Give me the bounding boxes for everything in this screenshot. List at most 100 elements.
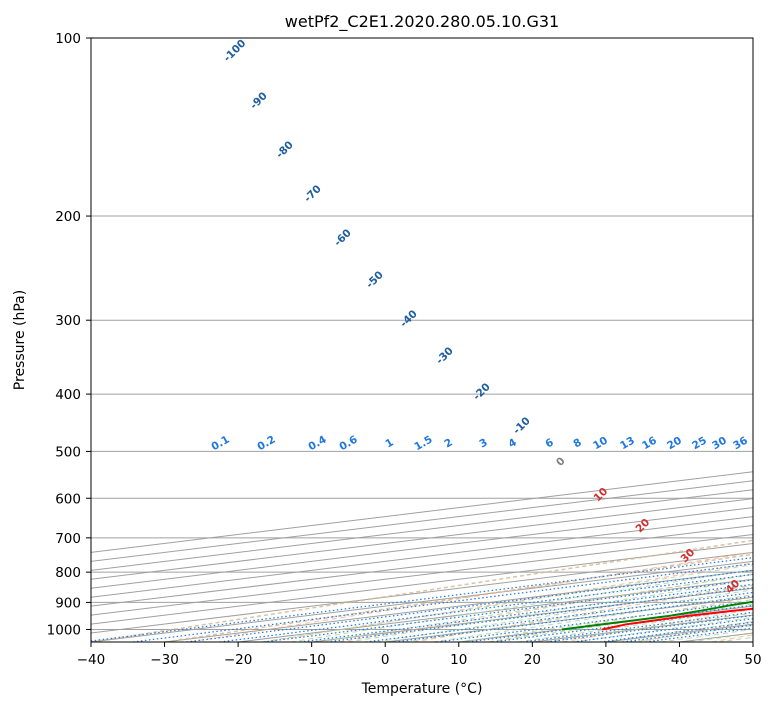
dry-adiabat-line	[562, 608, 753, 642]
chart-title: wetPf2_C2E1.2020.280.05.10.G31	[285, 12, 559, 32]
isotherm-line	[91, 560, 753, 642]
isotherm-line	[91, 489, 753, 571]
moist-adiabat-line	[460, 599, 753, 642]
moist-adiabat-line	[261, 564, 753, 642]
moist-adiabat-line	[689, 632, 753, 642]
dry-adiabat-line	[338, 573, 753, 642]
mixing-ratio-label: 13	[618, 435, 637, 453]
mixing-ratio-label: 6	[543, 436, 555, 450]
mixing-ratio-line	[91, 557, 753, 642]
mixing-ratio-label: 25	[690, 435, 709, 453]
mixing-ratio-label: 36	[731, 435, 750, 453]
x-tick-label: 30	[597, 652, 614, 668]
moist-adiabat-line	[488, 603, 753, 642]
mixing-ratio-line	[436, 600, 753, 642]
moist-adiabat-label: 10	[591, 485, 610, 504]
dry-adiabat-line	[264, 562, 753, 642]
mixing-ratio-line	[394, 595, 753, 642]
dry-adiabat-label: -60	[332, 227, 354, 249]
y-tick-label: 1000	[47, 622, 81, 638]
x-tick-label: −10	[297, 652, 326, 668]
mixing-ratio-label: 0.1	[209, 434, 231, 454]
dewpoint-profile	[561, 600, 753, 631]
moist-adiabat-line	[404, 589, 753, 642]
x-tick-label: 50	[744, 652, 761, 668]
moist-adiabat-line	[375, 584, 753, 642]
dry-adiabat-label: -80	[274, 139, 296, 161]
line-labels: -100-90-80-70-60-50-40-30-20-10010203040…	[209, 37, 750, 596]
plot-area	[91, 38, 753, 642]
mixing-ratio-label: 10	[591, 435, 610, 453]
plot-frame	[90, 37, 754, 643]
y-axis-label: Pressure (hPa)	[12, 290, 28, 390]
moist-adiabat-line	[545, 612, 753, 642]
moist-adiabat-line	[347, 579, 753, 642]
dry-adiabat-label: -70	[302, 183, 324, 205]
y-tick-label: 900	[55, 595, 81, 611]
isotherm-line	[91, 516, 753, 598]
x-tick-label: 10	[450, 652, 467, 668]
y-tick-label: 500	[55, 444, 81, 460]
moist-adiabat-line	[319, 574, 753, 642]
y-tick-label: 700	[55, 531, 81, 547]
y-tick-label: 800	[55, 565, 81, 581]
dry-adiabat-line	[711, 634, 753, 642]
moist-adiabat-line	[574, 616, 753, 642]
mixing-ratio-line	[365, 591, 753, 642]
mixing-ratio-label: 20	[665, 435, 684, 453]
dry-adiabat-line	[637, 621, 753, 642]
mixing-ratio-label: 4	[506, 436, 518, 450]
mixing-ratio-label: 0.4	[306, 434, 328, 454]
theta-e-line	[91, 539, 753, 642]
x-tick-label: 0	[381, 652, 390, 668]
mixing-ratio-label: 1	[383, 436, 395, 450]
y-tick-label: 300	[55, 313, 81, 329]
moist-adiabat-line	[718, 636, 753, 642]
mixing-ratio-line	[263, 579, 753, 642]
isotherm-line	[91, 542, 753, 625]
y-tick-label: 100	[55, 31, 81, 47]
isotherm-line	[532, 614, 753, 642]
mixing-ratio-label: 0.6	[337, 434, 359, 454]
x-axis-label: Temperature (°C)	[361, 681, 483, 697]
dry-adiabat-label: -50	[364, 269, 386, 291]
isotherm-line	[91, 507, 753, 589]
y-tick-label: 600	[55, 491, 81, 507]
mixing-ratio-label: 2	[442, 436, 454, 450]
y-tick-label: 400	[55, 387, 81, 403]
isotherm-line	[91, 471, 753, 553]
dry-adiabat-label: -90	[248, 90, 270, 112]
mixing-ratio-label: 3	[477, 436, 489, 450]
moist-adiabat-line	[660, 628, 753, 642]
dry-adiabat-line	[189, 551, 753, 642]
x-tick-label: −20	[224, 652, 253, 668]
mixing-ratio-label: 1.5	[412, 434, 434, 454]
x-tick-label: 20	[524, 652, 541, 668]
dry-adiabat-line	[487, 596, 753, 642]
x-tick-label: 40	[671, 652, 688, 668]
mixing-ratio-label: 8	[571, 436, 583, 450]
dry-adiabat-label: -30	[434, 345, 456, 367]
dry-adiabat-line	[413, 585, 753, 642]
mixing-ratio-label: 30	[710, 435, 729, 453]
dry-adiabat-label: -100	[221, 37, 248, 64]
isotherm-line	[385, 596, 753, 642]
isotherm-line	[91, 533, 753, 616]
moist-adiabat-label: 20	[633, 516, 652, 535]
moist-adiabat-label: 0	[554, 455, 568, 469]
moist-adiabat-line	[517, 608, 753, 642]
moist-adiabat-line	[432, 594, 753, 642]
isotherm-line	[91, 525, 753, 607]
mixing-ratio-label: 16	[640, 435, 659, 453]
dry-adiabat-label: -10	[511, 415, 533, 437]
moist-adiabat-line	[290, 569, 753, 642]
x-tick-label: −40	[77, 652, 106, 668]
mixing-ratio-label: 0.2	[255, 434, 277, 454]
isotherm-line	[752, 641, 753, 642]
x-tick-label: −30	[150, 652, 179, 668]
dry-adiabat-label: -40	[398, 308, 420, 330]
isotherm-line	[91, 498, 753, 580]
y-tick-label: 200	[55, 209, 81, 225]
dry-adiabat-label: -20	[471, 381, 493, 403]
